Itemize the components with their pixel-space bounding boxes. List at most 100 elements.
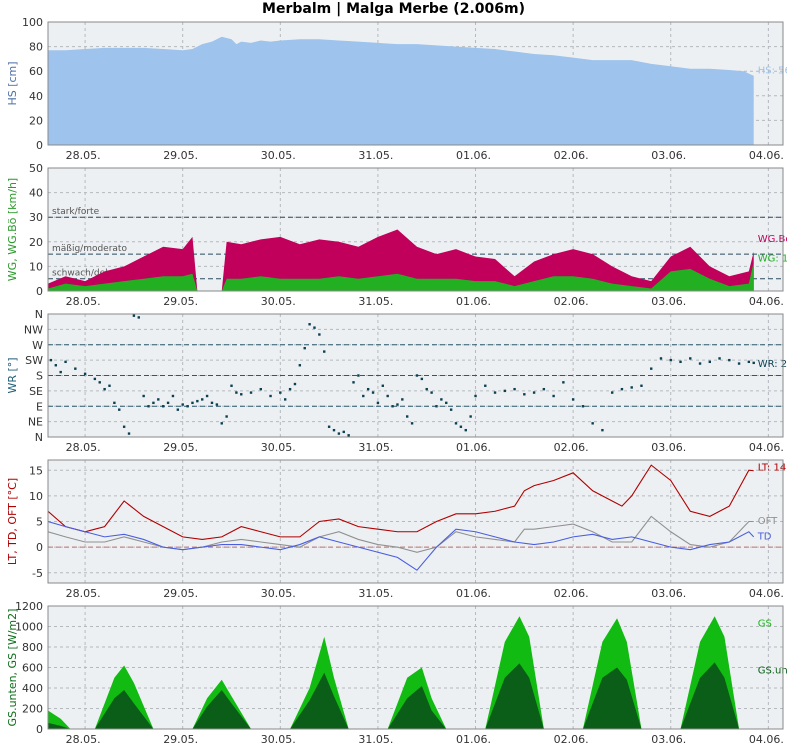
x-tick-label: 04.06. (749, 441, 784, 454)
series-end-label: OFT (758, 516, 778, 527)
wr-point (127, 432, 131, 435)
series-group (48, 464, 755, 571)
wr-point (74, 367, 77, 370)
wr-point (152, 401, 155, 405)
y-axis-label: WR [°] (6, 357, 19, 393)
x-tick-label: 02.06. (554, 295, 589, 308)
y-tick-label: 5 (36, 516, 43, 529)
x-tick-label: 30.05. (261, 441, 296, 454)
wr-point (698, 362, 702, 365)
x-tick-label: 01.06. (456, 295, 491, 308)
y-tick-label: NE (28, 416, 43, 429)
wr-point (166, 401, 170, 405)
y-tick-label: 600 (22, 662, 43, 675)
y-tick-label: 10 (29, 490, 43, 503)
y-tick-label: NW (24, 323, 43, 336)
wr-point (376, 401, 380, 405)
x-tick-label: 01.06. (456, 441, 491, 454)
wr-point (601, 428, 604, 432)
wr-point (562, 381, 565, 384)
wr-point (283, 398, 287, 401)
wr-point (708, 360, 711, 364)
wr-point (303, 346, 306, 350)
y-tick-label: SE (29, 385, 43, 398)
x-tick-label: 02.06. (554, 733, 589, 744)
wr-point (147, 405, 150, 408)
x-tick-label: 30.05. (261, 149, 296, 162)
wr-point (103, 387, 106, 391)
x-tick-label: 30.05. (261, 295, 296, 308)
wr-point (474, 394, 477, 398)
x-tick-label: 02.06. (554, 441, 589, 454)
wr-point (118, 408, 121, 411)
wr-point (669, 358, 672, 362)
wr-point (357, 374, 360, 377)
y-tick-label: 30 (29, 211, 43, 224)
wr-point (630, 386, 633, 389)
wr-point (464, 428, 467, 432)
wr-point (552, 394, 555, 398)
wr-point (191, 401, 194, 405)
threshold-label: mäßig/moderato (52, 244, 127, 254)
wr-point (401, 398, 404, 401)
y-tick-label: N (35, 431, 43, 444)
wr-point (386, 394, 389, 398)
wr-point (659, 357, 663, 360)
threshold-label: schwach/debole (52, 269, 125, 279)
series-group (48, 36, 754, 145)
wr-point (610, 391, 614, 394)
panel-frame (47, 459, 784, 584)
series-end-label: WG.Bö (758, 234, 787, 245)
x-tick-label: 31.05. (358, 587, 393, 600)
y-tick-label: 0 (36, 139, 43, 152)
wr-point (293, 382, 297, 386)
series-end-label: WR: 217 ° (758, 359, 787, 370)
wr-point (269, 394, 272, 398)
series-wg-b--area (48, 229, 754, 291)
wr-point (201, 398, 204, 401)
wr-point (493, 391, 497, 394)
y-tick-label: 100 (22, 16, 43, 29)
y-tick-label: W (32, 339, 43, 352)
y-tick-label: 60 (29, 65, 43, 78)
y-axis-label: GS.unten, GS [W/m2] (6, 609, 19, 727)
wr-point (591, 422, 594, 425)
y-tick-label: S (36, 370, 43, 383)
series-group (49, 314, 755, 437)
x-tick-label: 31.05. (358, 149, 393, 162)
wr-point (313, 326, 316, 329)
wr-point (445, 401, 448, 405)
wr-point (718, 357, 721, 360)
wr-point (298, 364, 302, 367)
wr-point (327, 425, 331, 428)
chart-title: Merbalm | Malga Merbe (2.006m) (262, 1, 525, 17)
wr-point (410, 422, 414, 425)
x-tick-label: 04.06. (749, 295, 784, 308)
x-tick-label: 04.06. (749, 733, 784, 744)
y-tick-label: 200 (22, 703, 43, 716)
wr-point (181, 403, 184, 406)
y-tick-label: 800 (22, 641, 43, 654)
wr-point (142, 394, 145, 398)
panel-frame (47, 21, 784, 146)
wr-point (93, 377, 97, 381)
panel-frame (47, 313, 784, 438)
panel-3: -5 0 5 10 15 LT: 14,9 °C OFT TD 28.05. 29.05. 30.0… (6, 459, 787, 600)
y-tick-label: 40 (29, 187, 43, 200)
series-gs-unten-area (48, 662, 754, 729)
wr-point (435, 405, 438, 408)
wr-point (113, 401, 116, 405)
wr-point (352, 381, 355, 384)
y-tick-label: 80 (29, 41, 43, 54)
wr-point (406, 415, 409, 418)
wr-point (196, 399, 199, 403)
wr-point (279, 391, 282, 394)
wr-point (650, 367, 653, 370)
wr-point (484, 384, 487, 387)
wr-point (425, 387, 428, 391)
wr-point (323, 350, 326, 353)
x-tick-label: 01.06. (456, 733, 491, 744)
threshold-label: stark/forte (52, 207, 100, 217)
series-td-line (48, 520, 755, 571)
